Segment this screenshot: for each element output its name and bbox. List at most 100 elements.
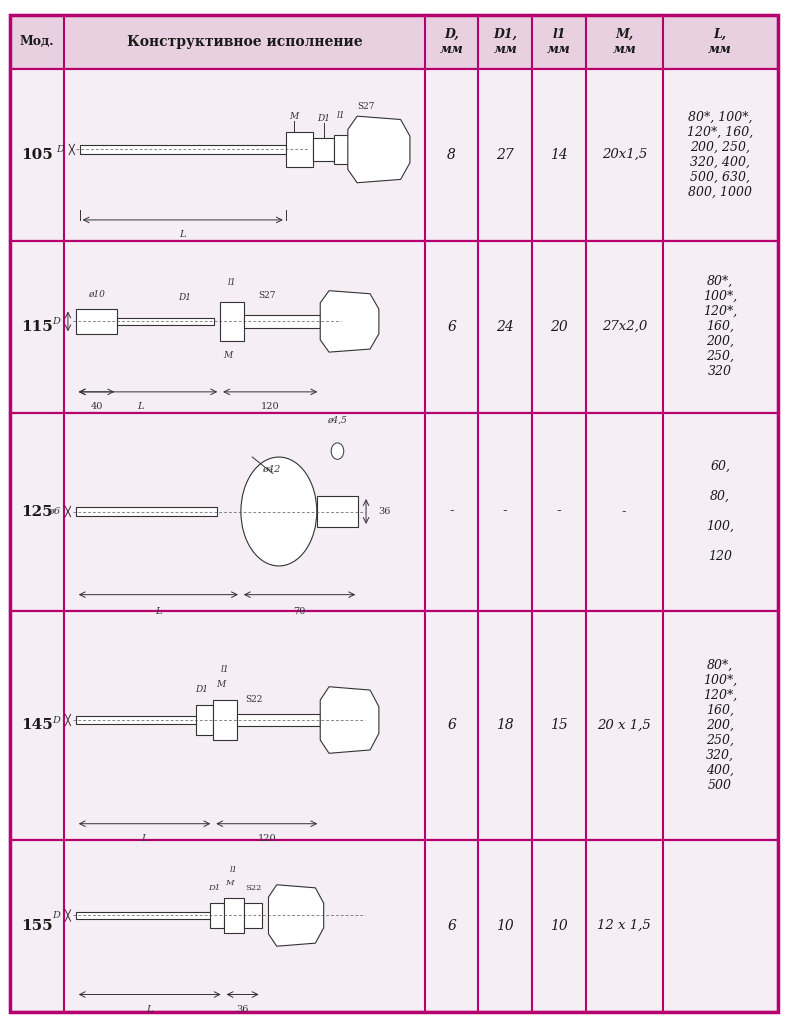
- FancyBboxPatch shape: [76, 912, 217, 920]
- Circle shape: [331, 443, 344, 460]
- Text: D,
мм: D, мм: [440, 28, 463, 56]
- Text: -: -: [556, 505, 561, 518]
- Text: 6: 6: [447, 319, 456, 334]
- FancyBboxPatch shape: [10, 610, 778, 840]
- Text: M: M: [216, 680, 225, 689]
- Text: -: -: [622, 505, 626, 518]
- Text: 60,

80,

100,

120: 60, 80, 100, 120: [706, 460, 734, 563]
- Text: l1: l1: [221, 665, 229, 674]
- Polygon shape: [348, 116, 410, 182]
- Text: 80*,
100*,
120*,
160,
200,
250,
320,
400,
500: 80*, 100*, 120*, 160, 200, 250, 320, 400…: [703, 658, 738, 792]
- FancyBboxPatch shape: [117, 317, 214, 325]
- Text: M: M: [225, 880, 234, 888]
- Text: L: L: [180, 230, 186, 240]
- Text: 8: 8: [447, 147, 456, 162]
- Text: l1: l1: [230, 866, 238, 874]
- Text: 115: 115: [21, 319, 53, 334]
- Text: D1: D1: [178, 294, 191, 302]
- Text: 18: 18: [496, 718, 514, 732]
- FancyBboxPatch shape: [317, 497, 359, 527]
- Text: M,
мм: M, мм: [612, 28, 636, 56]
- FancyBboxPatch shape: [214, 699, 237, 740]
- Text: M: M: [223, 351, 232, 360]
- Text: L: L: [147, 1005, 153, 1014]
- FancyBboxPatch shape: [196, 705, 214, 735]
- FancyBboxPatch shape: [244, 903, 262, 929]
- Text: D: D: [52, 716, 60, 725]
- Text: S22: S22: [245, 885, 261, 893]
- Text: ø10: ø10: [88, 290, 105, 298]
- Text: D: D: [56, 145, 64, 154]
- Text: 120: 120: [261, 402, 280, 411]
- Text: l1: l1: [228, 278, 236, 287]
- Text: L: L: [141, 834, 148, 843]
- FancyBboxPatch shape: [10, 69, 778, 241]
- FancyBboxPatch shape: [10, 413, 778, 610]
- Text: 24: 24: [496, 319, 514, 334]
- Text: 20 x 1,5: 20 x 1,5: [597, 719, 651, 731]
- Text: 80*, 100*,
120*, 160,
200, 250,
320, 400,
500, 630,
800, 1000: 80*, 100*, 120*, 160, 200, 250, 320, 400…: [687, 111, 753, 199]
- Text: 70: 70: [293, 607, 306, 616]
- Text: 27x2,0: 27x2,0: [601, 321, 647, 333]
- FancyBboxPatch shape: [334, 135, 348, 164]
- Text: S22: S22: [245, 694, 262, 703]
- Text: S27: S27: [258, 291, 276, 300]
- Text: D1: D1: [208, 885, 220, 893]
- Text: 105: 105: [21, 147, 53, 162]
- Text: 145: 145: [21, 718, 53, 732]
- Polygon shape: [320, 291, 379, 352]
- FancyBboxPatch shape: [314, 138, 334, 161]
- FancyBboxPatch shape: [237, 714, 320, 726]
- Text: 155: 155: [21, 919, 53, 933]
- Text: L: L: [155, 607, 162, 616]
- Text: L: L: [137, 402, 143, 411]
- Ellipse shape: [241, 457, 317, 566]
- Text: 20: 20: [550, 319, 568, 334]
- Polygon shape: [320, 687, 379, 754]
- Text: 10: 10: [550, 919, 568, 933]
- Text: 15: 15: [550, 718, 568, 732]
- FancyBboxPatch shape: [76, 508, 217, 516]
- FancyBboxPatch shape: [286, 131, 314, 167]
- Text: ø4,5: ø4,5: [328, 416, 348, 425]
- Text: 6: 6: [447, 718, 456, 732]
- Text: D1: D1: [318, 114, 330, 123]
- FancyBboxPatch shape: [76, 717, 210, 724]
- Text: l1
мм: l1 мм: [547, 28, 571, 56]
- Text: -: -: [449, 505, 454, 518]
- Text: 120: 120: [258, 834, 276, 843]
- Text: 36: 36: [236, 1005, 249, 1014]
- FancyBboxPatch shape: [10, 840, 778, 1012]
- FancyBboxPatch shape: [224, 898, 244, 934]
- Text: M: M: [289, 113, 299, 121]
- Text: D1,
мм: D1, мм: [493, 28, 517, 56]
- FancyBboxPatch shape: [210, 903, 224, 929]
- Text: 6: 6: [447, 919, 456, 933]
- Text: L,
мм: L, мм: [708, 28, 732, 56]
- Text: ø42: ø42: [262, 465, 281, 473]
- Text: 12 x 1,5: 12 x 1,5: [597, 920, 651, 932]
- Text: 36: 36: [378, 507, 390, 516]
- Text: D: D: [52, 316, 60, 326]
- Text: -: -: [503, 505, 507, 518]
- FancyBboxPatch shape: [244, 315, 320, 328]
- Text: 10: 10: [496, 919, 514, 933]
- Text: 27: 27: [496, 147, 514, 162]
- Text: Мод.: Мод.: [20, 36, 54, 48]
- FancyBboxPatch shape: [80, 145, 286, 154]
- Text: ø6: ø6: [47, 507, 60, 516]
- Text: D1: D1: [195, 685, 208, 694]
- Polygon shape: [269, 885, 324, 946]
- Text: 20x1,5: 20x1,5: [601, 148, 647, 161]
- FancyBboxPatch shape: [76, 308, 117, 334]
- Text: 125: 125: [21, 505, 53, 518]
- FancyBboxPatch shape: [220, 302, 244, 341]
- Text: l1: l1: [336, 111, 345, 120]
- Text: D: D: [52, 911, 60, 920]
- Text: S27: S27: [358, 102, 375, 111]
- FancyBboxPatch shape: [10, 241, 778, 413]
- Text: 14: 14: [550, 147, 568, 162]
- Text: 80*,
100*,
120*,
160,
200,
250,
320: 80*, 100*, 120*, 160, 200, 250, 320: [703, 275, 738, 378]
- FancyBboxPatch shape: [10, 15, 778, 69]
- Text: 40: 40: [91, 402, 102, 411]
